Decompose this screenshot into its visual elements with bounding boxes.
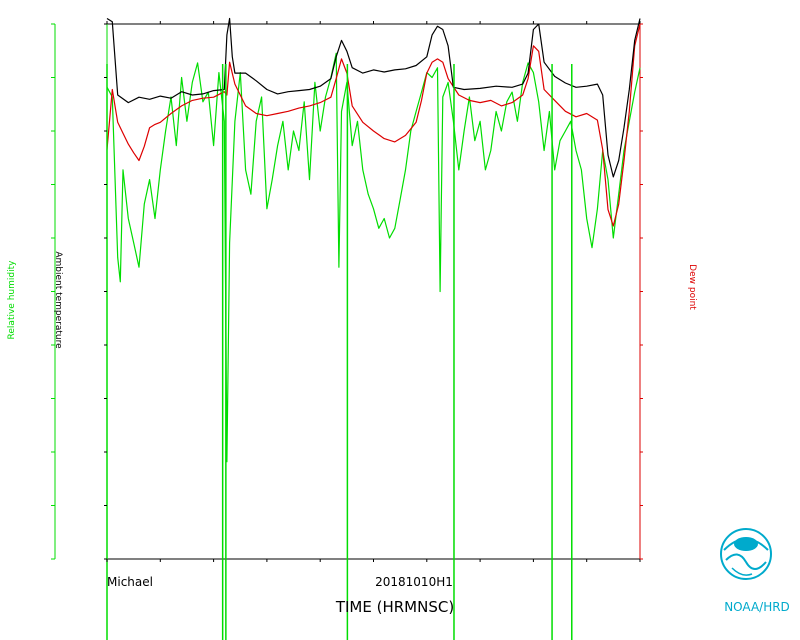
ambient-temperature-line [106,17,641,178]
series-layer [106,17,641,640]
relative-humidity-line [106,52,641,463]
axis-layer [51,21,643,562]
dew-axis-title: Dew point [687,264,697,310]
dew-point-line [106,23,641,227]
storm-name: Michael [107,575,153,589]
temp-axis-title: Ambient temperature [53,251,63,349]
rh-axis-title: Relative humidity [7,260,17,340]
x-axis-title: TIME (HRMNSC) [335,598,454,616]
noaa-logo [720,528,772,580]
flight-id: 20181010H1 [375,575,453,589]
noaa-hrd-label: NOAA/HRD [724,600,790,614]
